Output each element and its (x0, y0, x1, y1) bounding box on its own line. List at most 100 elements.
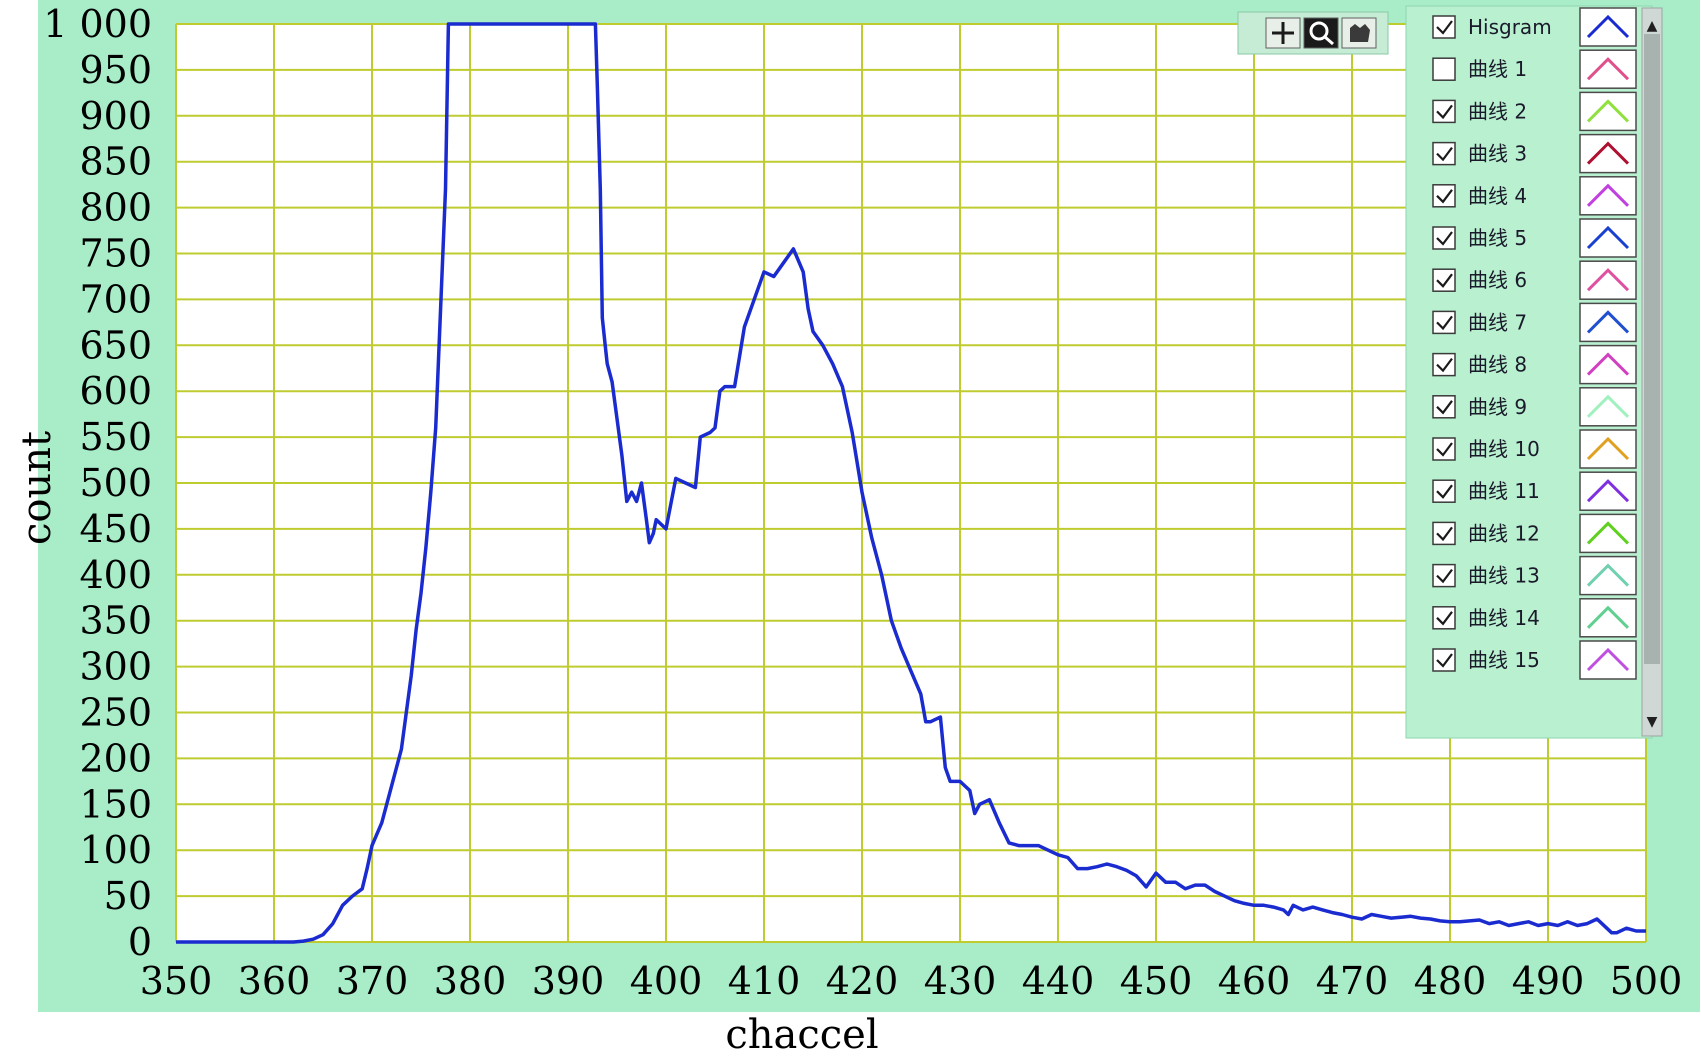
x-tick-label: 430 (924, 959, 997, 1003)
check-icon (1436, 526, 1453, 542)
legend-swatch[interactable] (1579, 513, 1637, 554)
x-tick-labels: 350 360 370 380 390 400 410 420 430 440 450 460 470 4… (140, 959, 1683, 1003)
legend-item[interactable]: 曲线 9 (1432, 387, 1637, 427)
legend-checkbox[interactable] (1432, 437, 1456, 461)
legend-checkbox[interactable] (1432, 310, 1456, 335)
legend-checkbox[interactable] (1432, 226, 1456, 250)
y-tick-label: 150 (79, 782, 152, 826)
legend-swatch[interactable] (1579, 302, 1637, 343)
x-tick-label: 410 (728, 959, 801, 1003)
legend-item[interactable]: 曲线 2 (1432, 91, 1637, 132)
y-tick-label: 900 (79, 94, 152, 138)
x-tick-label: 480 (1414, 959, 1487, 1003)
check-icon (1436, 231, 1453, 246)
x-tick-label: 370 (336, 959, 409, 1003)
legend-checkbox[interactable] (1432, 352, 1456, 377)
legend-swatch[interactable] (1579, 218, 1637, 258)
series-line-hisgram (176, 22, 1646, 944)
legend-checkbox[interactable] (1432, 395, 1456, 419)
legend-swatch[interactable] (1579, 91, 1637, 132)
line-style-icon (1586, 99, 1630, 123)
legend-checkbox[interactable] (1432, 15, 1456, 39)
legend-swatch[interactable] (1579, 260, 1637, 300)
legend-item[interactable]: 曲线 3 (1432, 133, 1637, 174)
legend-item[interactable]: 曲线 6 (1432, 260, 1637, 300)
legend-item[interactable]: 曲线 12 (1432, 513, 1637, 554)
line-style-icon (1586, 394, 1630, 418)
legend-item[interactable]: 曲线 15 (1432, 640, 1637, 680)
legend-label: 曲线 2 (1468, 99, 1527, 123)
gridlines (175, 23, 1647, 943)
x-tick-label: 440 (1022, 959, 1095, 1003)
legend-swatch[interactable] (1579, 49, 1637, 89)
scroll-up-icon[interactable]: ▲ (1647, 18, 1658, 34)
legend-swatch[interactable] (1579, 387, 1637, 427)
legend-swatch[interactable] (1579, 176, 1637, 216)
legend-scrollbar[interactable]: ▲ ▼ (1641, 7, 1663, 737)
y-tick-label: 1 000 (43, 2, 152, 46)
scrollbar-thumb[interactable] (1644, 34, 1660, 664)
legend-checkbox[interactable] (1432, 563, 1456, 588)
legend-item[interactable]: 曲线 14 (1432, 598, 1637, 638)
legend-label: 曲线 8 (1468, 353, 1527, 377)
legend-swatch[interactable] (1579, 133, 1637, 174)
legend-checkbox[interactable] (1432, 57, 1456, 81)
data-layer (176, 22, 1646, 944)
check-icon (1436, 104, 1453, 120)
legend-item[interactable]: 曲线 13 (1432, 555, 1637, 596)
legend-checkbox[interactable] (1432, 648, 1456, 672)
legend-swatch[interactable] (1579, 555, 1637, 596)
legend-label: 曲线 12 (1468, 521, 1540, 545)
y-tick-label: 450 (79, 507, 152, 551)
legend-swatch[interactable] (1579, 598, 1637, 638)
y-tick-label: 950 (79, 48, 152, 92)
legend-item[interactable]: Hisgram (1432, 7, 1637, 47)
line-style-icon (1586, 521, 1630, 545)
legend-swatch[interactable] (1579, 7, 1637, 47)
legend-item[interactable]: 曲线 8 (1432, 344, 1637, 385)
legend-label: 曲线 6 (1468, 268, 1527, 292)
line-style-icon (1586, 647, 1630, 672)
legend-item[interactable]: 曲线 4 (1432, 176, 1637, 216)
legend-swatch[interactable] (1579, 429, 1637, 469)
legend-swatch[interactable] (1579, 344, 1637, 385)
y-tick-label: 200 (79, 736, 152, 780)
crosshair-icon[interactable] (1265, 17, 1301, 49)
graph-toolbar (1237, 11, 1389, 55)
check-icon (1436, 189, 1453, 204)
legend-checkbox[interactable] (1432, 141, 1456, 166)
legend-item[interactable]: 曲线 11 (1432, 471, 1637, 511)
line-style-icon (1586, 479, 1630, 503)
legend-swatch[interactable] (1579, 640, 1637, 680)
legend-checkbox[interactable] (1432, 479, 1456, 503)
check-icon (1436, 611, 1453, 626)
check-icon (1436, 442, 1453, 457)
scroll-down-icon[interactable]: ▼ (1647, 714, 1658, 730)
legend-swatch[interactable] (1579, 471, 1637, 511)
legend-label: 曲线 9 (1468, 395, 1527, 419)
x-tick-label: 470 (1316, 959, 1389, 1003)
pan-icon[interactable] (1341, 17, 1377, 49)
y-axis-label: count (14, 431, 60, 545)
legend-checkbox[interactable] (1432, 184, 1456, 208)
zoom-icon[interactable] (1303, 17, 1339, 49)
legend-checkbox[interactable] (1432, 606, 1456, 630)
y-tick-label: 0 (128, 920, 152, 964)
check-icon (1436, 484, 1453, 499)
legend-checkbox[interactable] (1432, 268, 1456, 292)
legend-item[interactable]: 曲线 7 (1432, 302, 1637, 343)
y-tick-label: 50 (104, 874, 152, 918)
legend-label: 曲线 10 (1468, 437, 1540, 461)
legend-label: 曲线 4 (1468, 184, 1527, 208)
check-icon (1436, 400, 1453, 415)
legend-label: 曲线 1 (1468, 57, 1527, 81)
legend-item[interactable]: 曲线 10 (1432, 429, 1637, 469)
line-style-icon (1586, 141, 1630, 165)
legend-item[interactable]: 曲线 5 (1432, 218, 1637, 258)
line-style-icon (1586, 436, 1630, 461)
plot-legend: Hisgram 曲线 1 曲线 2 曲线 3 曲线 4 曲线 5 曲线 6 曲线 7 曲线 8 曲… (1405, 5, 1663, 739)
y-tick-labels: 0501001502002503003504004505005506006507… (43, 2, 152, 964)
legend-item[interactable]: 曲线 1 (1432, 49, 1637, 89)
legend-checkbox[interactable] (1432, 521, 1456, 546)
legend-checkbox[interactable] (1432, 99, 1456, 124)
